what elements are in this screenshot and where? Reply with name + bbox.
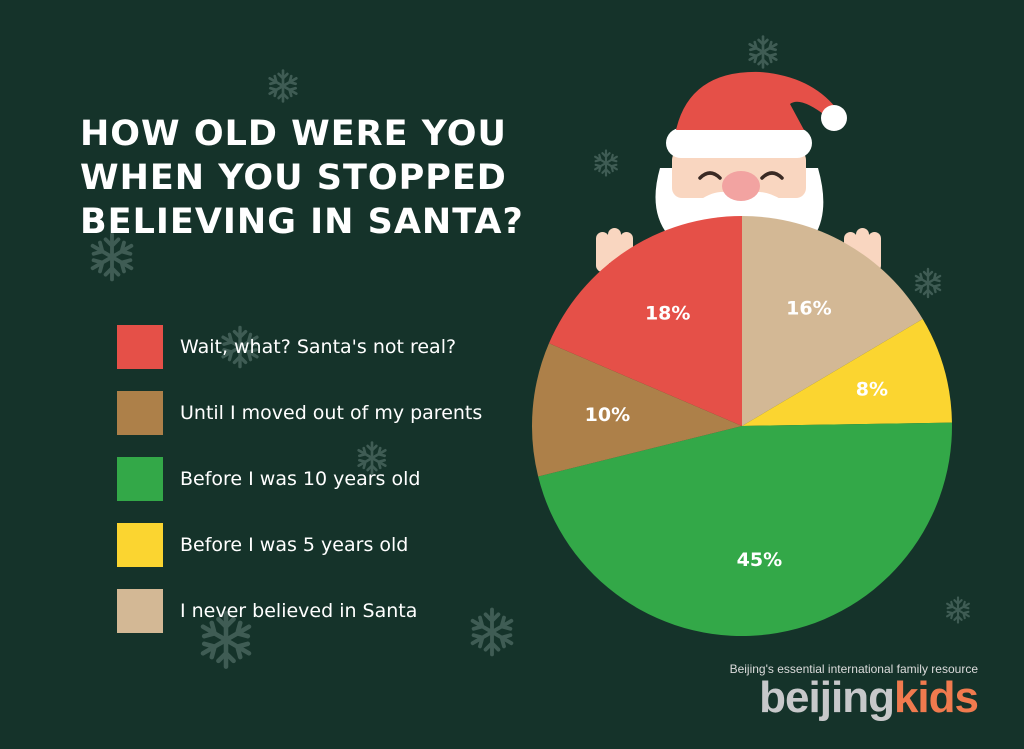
- snowflake-icon: [748, 35, 778, 69]
- legend-swatch: [117, 325, 163, 369]
- brand-logo: Beijing's essential international family…: [729, 662, 979, 722]
- santa-eye-left: [698, 171, 722, 180]
- pie-slice: [548, 216, 742, 426]
- pie-slice: [538, 422, 952, 637]
- legend-item: Until I moved out of my parents: [117, 391, 537, 435]
- brand-wordmark: beijingkids: [730, 673, 979, 722]
- santa-eye-right: [760, 171, 784, 180]
- pie-slice-label: 8%: [856, 378, 888, 400]
- chart-title: HOW OLD WERE YOU WHEN YOU STOPPED BELIEV…: [80, 112, 580, 244]
- legend-label: Before I was 5 years old: [180, 534, 409, 556]
- snowflake-icon: [946, 596, 970, 624]
- legend-swatch: [117, 457, 163, 501]
- pie-slice: [742, 319, 952, 426]
- title-line: BELIEVING IN SANTA?: [80, 202, 524, 242]
- title-line: WHEN YOU STOPPED: [80, 158, 507, 198]
- snowflake-icon: [594, 149, 618, 177]
- legend-swatch: [117, 589, 163, 633]
- legend-label: Wait, what? Santa's not real?: [180, 336, 457, 358]
- snowflake-icon: [268, 69, 298, 103]
- legend-item: I never believed in Santa: [117, 589, 537, 633]
- santa-hat-brim: [666, 128, 812, 158]
- santa-hat-pompom: [821, 105, 847, 131]
- pie-slice: [531, 343, 742, 477]
- legend-label: Before I was 10 years old: [180, 468, 421, 490]
- pie-slice-label: 18%: [645, 302, 690, 324]
- pie-slice: [742, 216, 923, 426]
- santa-hat: [676, 71, 836, 130]
- pie-chart: 16% 8% 45% 10% 18%: [531, 216, 952, 637]
- snowflake-icon: [914, 267, 942, 299]
- pie-slice-label: 10%: [585, 404, 630, 426]
- legend-item: Before I was 10 years old: [117, 457, 537, 501]
- legend-swatch: [117, 391, 163, 435]
- pie-slice-label: 16%: [786, 298, 831, 320]
- legend-item: Wait, what? Santa's not real?: [117, 325, 537, 369]
- legend-label: I never believed in Santa: [180, 600, 418, 622]
- legend-item: Before I was 5 years old: [117, 523, 537, 567]
- pie-slice-label: 45%: [737, 549, 782, 571]
- brand-tagline: Beijing's essential international family…: [729, 662, 978, 676]
- title-line: HOW OLD WERE YOU: [80, 114, 507, 154]
- brand-name-part: kids: [893, 673, 979, 722]
- legend-label: Until I moved out of my parents: [180, 402, 483, 424]
- brand-name-part: beijing: [759, 673, 895, 722]
- legend-swatch: [117, 523, 163, 567]
- santa-nose: [722, 171, 760, 201]
